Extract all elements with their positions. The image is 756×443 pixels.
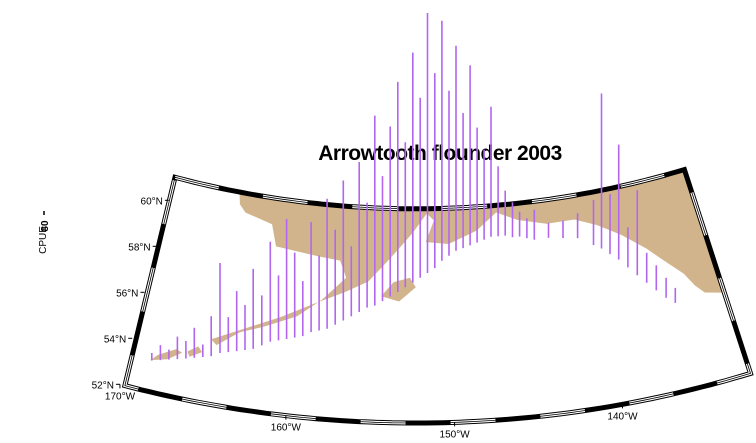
lon-label: 140°W	[607, 411, 638, 422]
map-title: Arrowtooth flounder 2003	[318, 142, 562, 165]
spikes	[151, 13, 677, 361]
scale-legend: 80	[40, 211, 51, 232]
lon-label: 160°W	[271, 423, 302, 434]
scale-label: 80	[40, 220, 51, 232]
axis-label: CPUE	[38, 226, 49, 254]
frame: 52°N 54°N 56°N 58°N 60°N 170°W 160°W 150°W 140°W	[92, 166, 754, 440]
lat-label: 58°N	[128, 242, 150, 253]
frame-outline	[124, 169, 752, 424]
lat-label: 56°N	[116, 288, 138, 299]
lat-label: 52°N	[92, 380, 114, 391]
lat-label: 60°N	[141, 196, 163, 207]
lon-label: 150°W	[440, 429, 471, 440]
lon-label: 170°W	[105, 391, 136, 402]
land	[150, 349, 183, 361]
lat-label: 54°N	[104, 334, 126, 345]
